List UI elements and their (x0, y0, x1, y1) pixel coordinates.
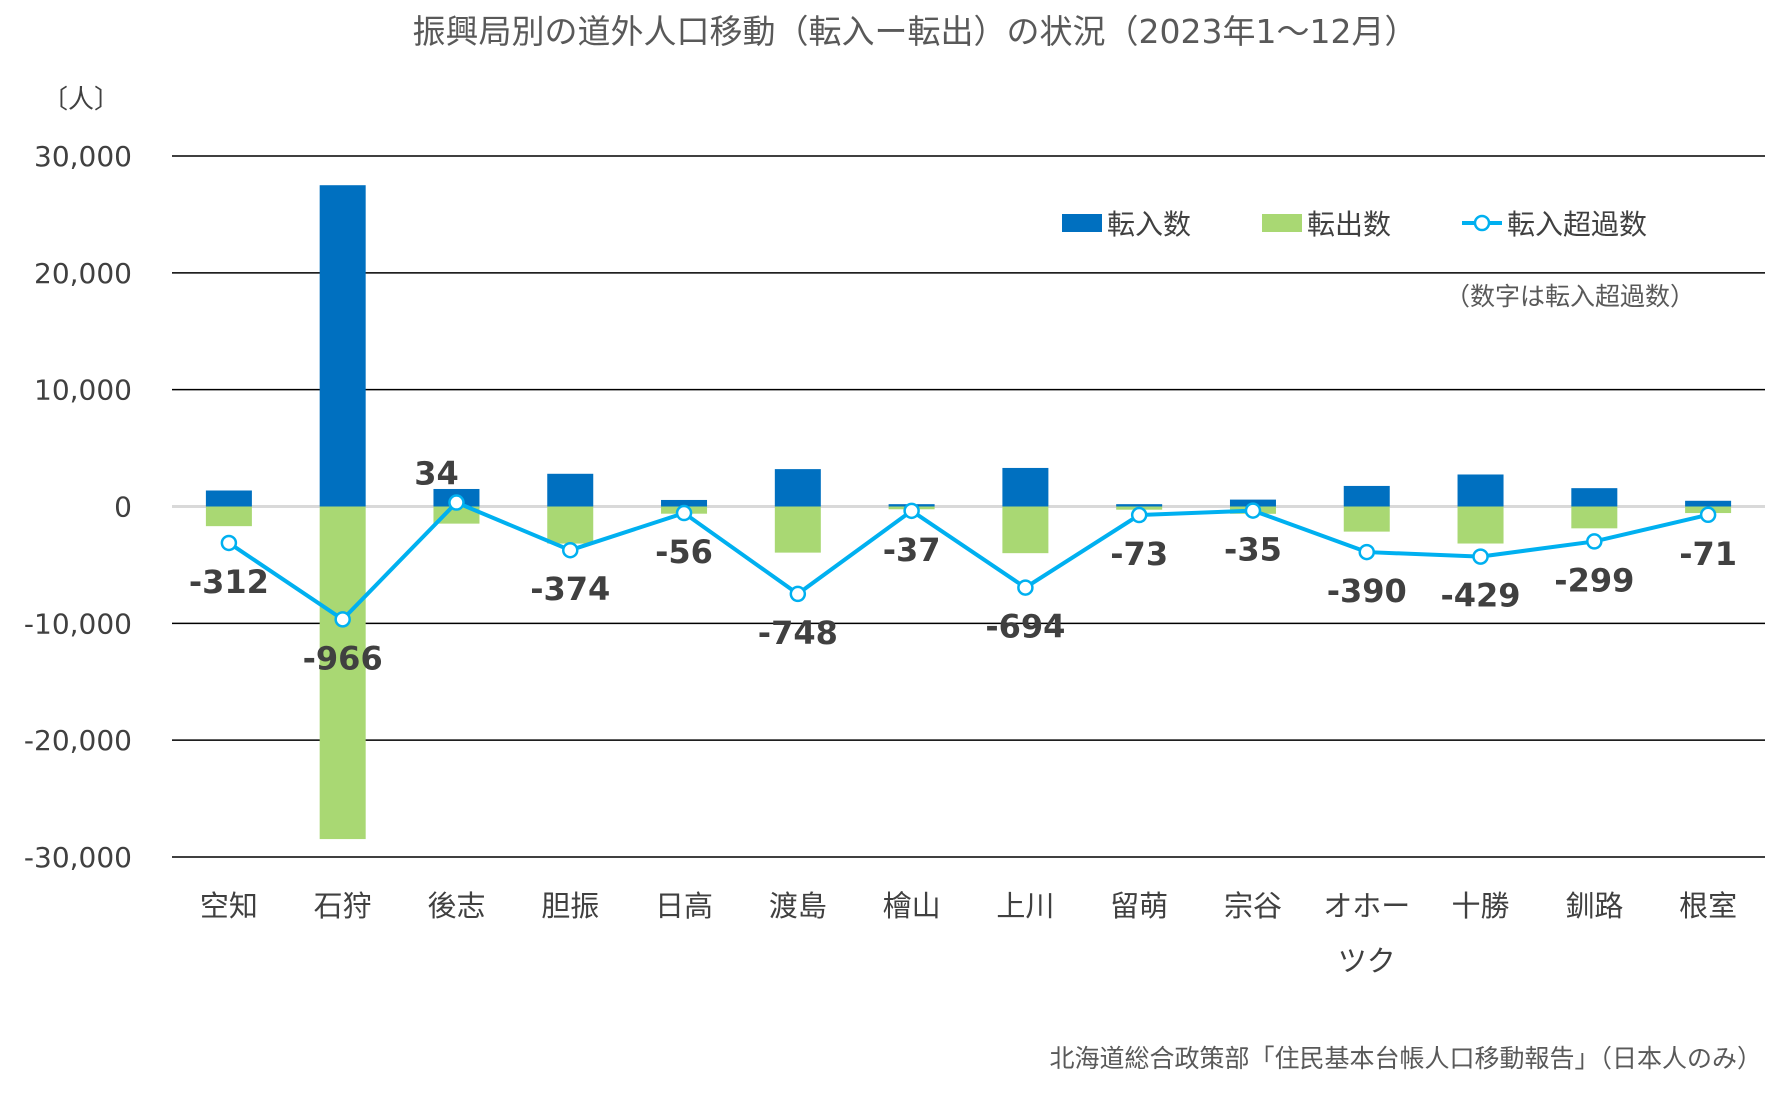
data-label: -56 (655, 533, 713, 571)
source-text: 北海道総合政策部「住民基本台帳人口移動報告」（日本人のみ） (1049, 1044, 1762, 1073)
bar-tenshutsu (1002, 506, 1049, 554)
bar-tenshutsu (433, 506, 480, 524)
bar-tenshutsu (774, 506, 821, 553)
legend-swatch-tenshutsu (1262, 214, 1302, 232)
y-tick-label: 30,000 (34, 140, 132, 173)
line-marker (675, 504, 693, 522)
bar-tennyu (1002, 467, 1049, 507)
x-tick-label: 根室 (1679, 889, 1737, 923)
bar-tenshutsu (205, 506, 252, 527)
bar-tenshutsu (1343, 506, 1390, 532)
legend-label: 転入数 (1107, 208, 1191, 241)
y-tick-label: 0 (114, 491, 132, 524)
bar-tennyu (319, 185, 366, 507)
x-tick-label: 石狩 (314, 889, 372, 923)
x-tick-label: 檜山 (883, 889, 941, 923)
line-marker (1586, 533, 1603, 550)
bar-tennyu (205, 490, 252, 507)
chart-title: 振興局別の道外人口移動（転入ー転出）の状況（2023年1～12月） (413, 12, 1418, 51)
data-label: -748 (758, 614, 838, 652)
line-marker (1472, 548, 1489, 565)
x-tick-label: 空知 (200, 889, 258, 923)
legend-swatch-tennyu (1062, 214, 1102, 232)
line-marker (903, 502, 920, 520)
bar-tennyu (1457, 474, 1504, 507)
line-marker (562, 541, 579, 559)
data-label: -966 (303, 639, 383, 677)
line-marker (1358, 543, 1375, 561)
data-label: -299 (1554, 561, 1634, 599)
legend-marker (1473, 214, 1491, 232)
x-tick-label: ツク (1338, 944, 1396, 978)
note-text: （数字は転入超過数） (1445, 282, 1695, 311)
x-tick-label: 釧路 (1565, 889, 1623, 923)
line-tennyu-choka (227, 500, 1709, 622)
y-tick-label: -30,000 (24, 841, 132, 874)
data-label: -374 (530, 570, 610, 608)
bar-tenshutsu (319, 506, 366, 840)
bar-tennyu (1343, 485, 1390, 507)
bar-tennyu (1685, 500, 1732, 507)
line-marker (334, 611, 351, 628)
data-label: -37 (883, 531, 941, 569)
bar-tennyu (547, 473, 594, 507)
data-label: -71 (1679, 535, 1737, 573)
y-tick-label: -10,000 (24, 607, 132, 640)
x-tick-label: 後志 (427, 889, 485, 923)
x-tick-label: 上川 (996, 889, 1054, 923)
line-marker (1244, 502, 1262, 519)
data-label: -390 (1327, 572, 1407, 610)
bar-tennyu (774, 469, 821, 507)
data-label: -35 (1224, 531, 1282, 569)
data-label: -73 (1110, 535, 1168, 573)
x-tick-label: 渡島 (769, 889, 827, 923)
legend-label: 転出数 (1307, 208, 1391, 241)
data-label: 34 (414, 455, 459, 493)
data-label: -429 (1440, 577, 1520, 615)
line-marker (1130, 506, 1148, 524)
line-marker (220, 534, 238, 552)
bar-tennyu (1571, 488, 1618, 507)
bar-tennyu (661, 499, 708, 507)
bar-tenshutsu (547, 506, 594, 544)
y-tick-label: 20,000 (34, 257, 132, 290)
x-tick-label: 十勝 (1452, 889, 1510, 923)
line-marker (448, 494, 465, 511)
y-axis-unit: 〔人〕 (42, 85, 120, 115)
y-tick-label: 10,000 (34, 374, 132, 407)
bar-tennyu (1116, 504, 1163, 507)
line-marker (1699, 506, 1717, 524)
line-marker (789, 585, 807, 603)
x-tick-label: 日高 (655, 889, 713, 923)
legend: 転入数 転出数 転入超過数 (1062, 208, 1647, 241)
x-tick-label: オホー (1323, 889, 1410, 923)
x-tick-label: 留萌 (1110, 889, 1168, 923)
data-label: -312 (189, 563, 269, 601)
y-tick-label: -20,000 (24, 724, 132, 757)
data-label: -694 (985, 608, 1065, 646)
bar-tenshutsu (1571, 506, 1618, 529)
bar-tenshutsu (1457, 506, 1504, 544)
legend-label: 転入超過数 (1507, 208, 1647, 241)
x-tick-label: 宗谷 (1224, 889, 1282, 923)
line-marker (1017, 579, 1034, 596)
x-tick-label: 胆振 (541, 889, 599, 923)
